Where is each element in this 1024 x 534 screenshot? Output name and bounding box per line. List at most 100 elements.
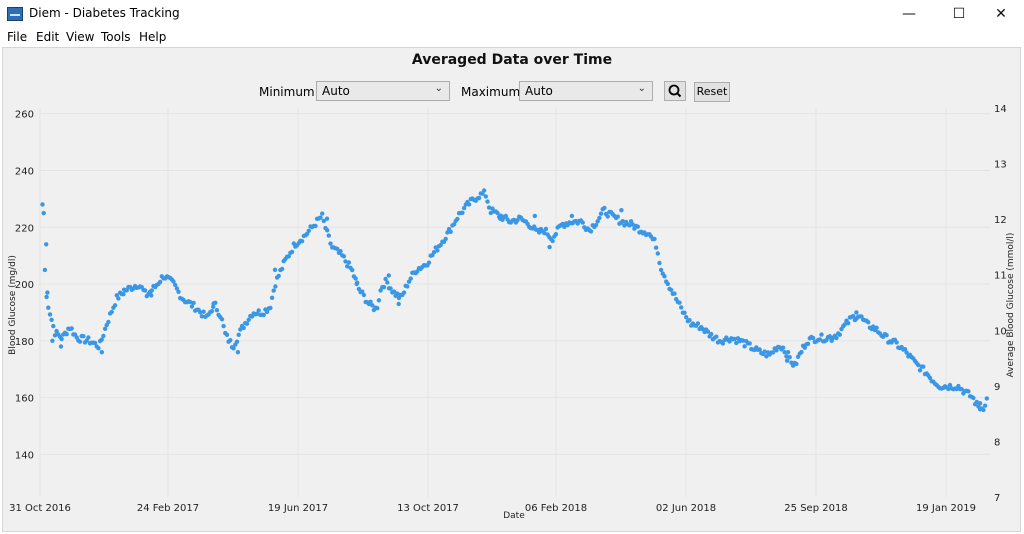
chart-panel (2, 47, 1021, 532)
data-point (460, 210, 465, 215)
right-tick-label: 12 (994, 215, 1007, 226)
data-point (802, 345, 807, 350)
data-point (299, 239, 305, 244)
data-point (842, 322, 847, 327)
menu-file[interactable]: File (7, 30, 28, 44)
data-point (785, 350, 791, 355)
data-point (52, 333, 58, 338)
x-tick-label: 31 Oct 2016 (9, 503, 71, 514)
data-point (341, 254, 347, 259)
data-point (376, 298, 382, 303)
left-tick-label: 180 (15, 337, 34, 348)
data-point (112, 303, 118, 308)
data-point (375, 306, 380, 311)
data-point (515, 218, 520, 223)
x-tick-label: 06 Feb 2018 (525, 503, 587, 514)
data-point (271, 288, 276, 293)
data-point (395, 291, 400, 296)
x-tick-label: 25 Sep 2018 (784, 503, 847, 514)
data-point (443, 236, 448, 242)
data-point (353, 276, 358, 281)
right-tick-label: 14 (994, 104, 1007, 115)
data-point (874, 325, 879, 330)
data-point (971, 395, 976, 401)
chart-title: Averaged Data over Time (411, 52, 613, 68)
window-title: Diem - Diabetes Tracking (29, 6, 180, 20)
data-point (106, 319, 111, 325)
data-point (684, 315, 689, 320)
maximum-label: Maximum (461, 85, 521, 99)
data-point (543, 226, 549, 232)
data-point (171, 279, 176, 284)
data-point (498, 216, 503, 221)
data-point (794, 361, 799, 367)
maximize-button[interactable]: ☐ (952, 6, 966, 22)
data-point (635, 224, 640, 229)
data-point (740, 338, 746, 343)
data-point (810, 335, 816, 341)
data-point (974, 399, 979, 405)
menu-edit[interactable]: Edit (36, 30, 60, 44)
data-point (86, 335, 91, 340)
data-point (246, 317, 251, 322)
data-point (116, 296, 121, 301)
data-point (884, 333, 889, 338)
data-point (109, 309, 114, 315)
data-point (318, 215, 323, 220)
right-tick-label: 9 (994, 382, 1000, 393)
data-point (780, 345, 786, 350)
menu-tools[interactable]: Tools (101, 30, 131, 44)
data-point (653, 245, 659, 250)
data-point (49, 317, 54, 322)
left-axis-ticks: 140 160 180 200 220 240 260 (15, 110, 34, 462)
title-bar: Diem - Diabetes Tracking — ☐ ✕ (0, 0, 1024, 28)
minimize-button[interactable]: — (902, 6, 916, 22)
data-point (324, 216, 330, 221)
maximum-dropdown[interactable]: Auto ⌄ (519, 81, 653, 101)
data-point (588, 229, 594, 234)
zoom-button[interactable] (664, 81, 686, 101)
data-point (50, 338, 55, 343)
data-point (158, 279, 163, 285)
minimum-dropdown[interactable]: Auto ⌄ (316, 81, 450, 101)
data-point (921, 364, 926, 369)
data-point (176, 289, 181, 294)
data-point (532, 213, 537, 219)
data-point (917, 368, 923, 373)
data-point (346, 260, 352, 265)
data-point (597, 215, 602, 221)
data-point (947, 382, 953, 388)
menu-help[interactable]: Help (139, 30, 167, 44)
data-point (213, 300, 218, 305)
data-point (396, 301, 401, 307)
data-point (762, 349, 767, 354)
data-point (368, 299, 373, 304)
x-axis-label: Date (503, 511, 525, 521)
data-point (244, 321, 250, 326)
minimum-value: Auto (322, 84, 350, 98)
data-point (784, 358, 790, 363)
data-point (483, 194, 488, 199)
data-point (338, 249, 343, 254)
data-point (391, 289, 397, 294)
data-point (734, 340, 739, 346)
data-point (537, 230, 542, 235)
data-point (615, 214, 620, 219)
data-point (620, 219, 625, 224)
right-tick-label: 13 (994, 160, 1007, 171)
data-point (121, 287, 127, 292)
reset-button[interactable]: Reset (694, 82, 730, 102)
data-point (687, 318, 692, 323)
menu-view[interactable]: View (66, 30, 95, 44)
data-point (622, 223, 627, 228)
data-point (720, 341, 726, 346)
data-point (96, 346, 101, 351)
data-point (69, 326, 74, 331)
data-point (224, 332, 230, 337)
data-point (328, 241, 333, 246)
data-point (58, 344, 64, 349)
data-point (916, 362, 921, 368)
close-button[interactable]: ✕ (995, 6, 1007, 22)
data-point (829, 338, 834, 343)
data-point (851, 313, 856, 319)
